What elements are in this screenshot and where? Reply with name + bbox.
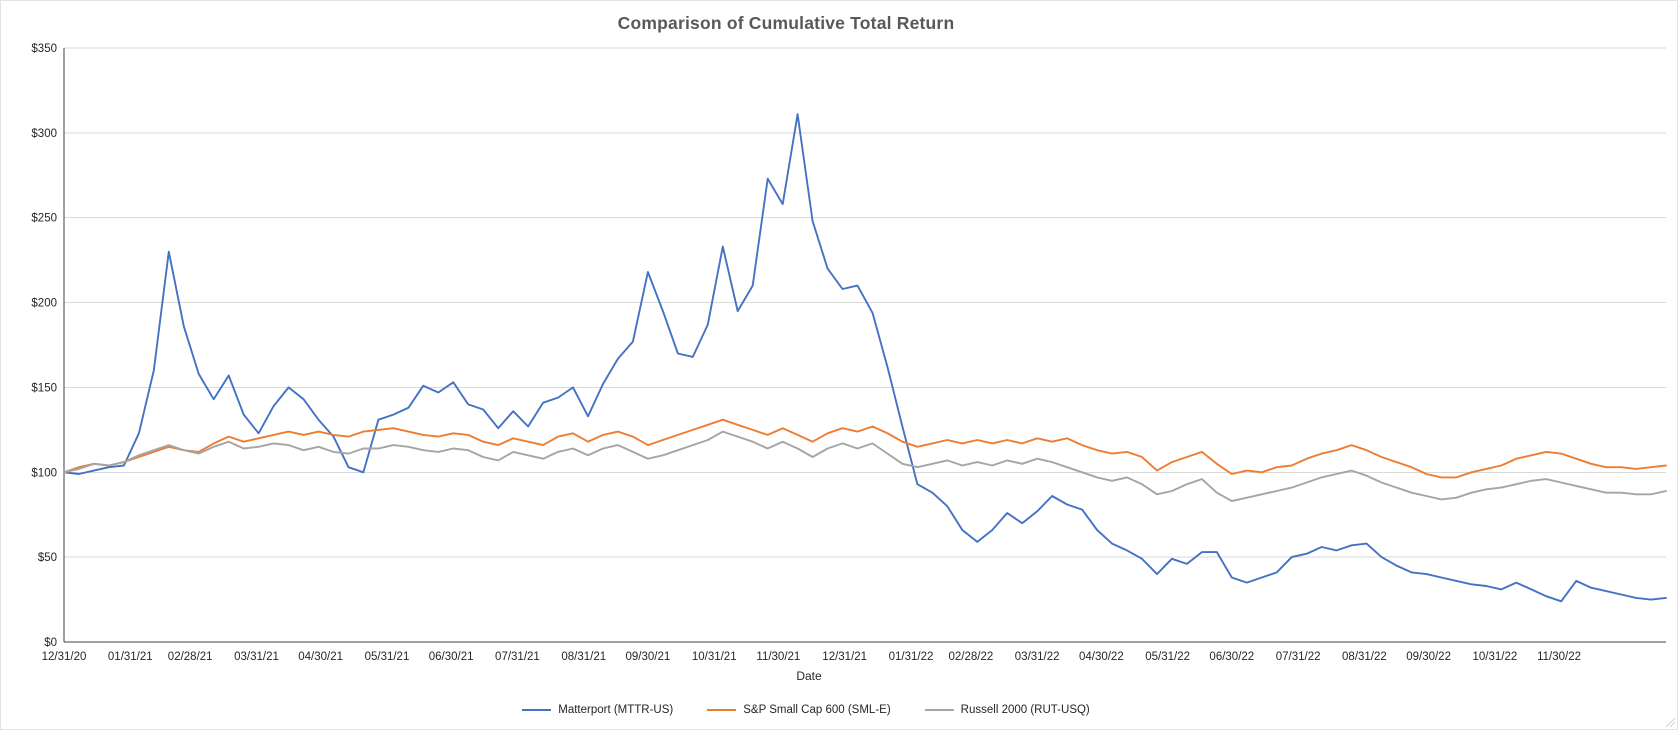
x-axis-tick-label: 09/30/22 xyxy=(1406,651,1451,663)
axes xyxy=(63,48,1666,643)
legend-label: Matterport (MTTR-US) xyxy=(558,704,674,716)
x-axis-tick-label: 02/28/21 xyxy=(168,651,213,663)
x-axis-tick-label: 05/31/21 xyxy=(365,651,410,663)
y-axis-tick-label: $350 xyxy=(31,43,57,55)
legend-item-sp-smallcap-600: S&P Small Cap 600 (SML-E) xyxy=(707,704,891,716)
x-axis-tick-label: 10/31/22 xyxy=(1473,651,1518,663)
x-axis-tick-label: 11/30/21 xyxy=(756,651,800,663)
y-axis-tick-label: $150 xyxy=(31,382,57,394)
legend-item-russell-2000: Russell 2000 (RUT-USQ) xyxy=(924,704,1090,716)
x-axis-tick-label: 10/31/21 xyxy=(692,651,737,663)
x-axis-tick-label: 06/30/21 xyxy=(429,651,474,663)
x-axis-tick-label: 12/31/21 xyxy=(822,651,867,663)
series-lines xyxy=(63,113,1667,603)
y-axis-tick-label: $200 xyxy=(31,298,57,310)
x-axis-tick-label: 11/30/22 xyxy=(1537,651,1581,663)
x-axis-tick-label: 04/30/22 xyxy=(1079,651,1124,663)
y-axis-labels: $0 $50 $100 $150 $200 $250 $300 $350 xyxy=(31,43,57,649)
series-line-2 xyxy=(63,430,1667,503)
x-axis-tick-label: 12/31/20 xyxy=(42,651,87,663)
x-axis-tick-label: 07/31/21 xyxy=(495,651,540,663)
x-axis-tick-label: 03/31/22 xyxy=(1015,651,1060,663)
resize-grip-icon[interactable] xyxy=(1665,717,1675,727)
y-axis-tick-label: $300 xyxy=(31,128,57,140)
x-axis-tick-label: 03/31/21 xyxy=(234,651,279,663)
x-axis-tick-label: 08/31/22 xyxy=(1342,651,1387,663)
legend-label: S&P Small Cap 600 (SML-E) xyxy=(743,704,891,716)
x-axis-tick-label: 06/30/22 xyxy=(1209,651,1254,663)
legend-label: Russell 2000 (RUT-USQ) xyxy=(960,704,1090,716)
y-axis-tick-label: $250 xyxy=(31,213,57,225)
x-axis-labels: 12/31/20 01/31/21 02/28/21 03/31/21 04/30/21… xyxy=(42,651,1581,663)
series-line-0 xyxy=(63,113,1667,603)
x-axis-title: Date xyxy=(796,669,822,683)
x-axis-tick-label: 05/31/22 xyxy=(1145,651,1190,663)
chart-title: Comparison of Cumulative Total Return xyxy=(617,13,955,33)
x-axis-tick-label: 01/31/21 xyxy=(108,651,153,663)
legend-line-swatch xyxy=(707,709,737,711)
x-axis-tick-label: 07/31/22 xyxy=(1276,651,1321,663)
x-axis-tick-label: 01/31/22 xyxy=(889,651,934,663)
y-axis-tick-label: $100 xyxy=(31,467,57,479)
legend-line-swatch xyxy=(924,709,954,711)
x-axis-tick-label: 02/28/22 xyxy=(948,651,993,663)
y-axis-tick-label: $50 xyxy=(38,552,57,564)
x-axis-tick-label: 09/30/21 xyxy=(626,651,671,663)
gridlines xyxy=(64,47,1666,558)
legend-item-matterport: Matterport (MTTR-US) xyxy=(522,704,673,716)
x-axis-tick-label: 08/31/21 xyxy=(561,651,606,663)
y-axis-tick-label: $0 xyxy=(44,637,57,649)
series-line-1 xyxy=(63,418,1667,479)
legend-line-swatch xyxy=(522,709,552,711)
legend: Matterport (MTTR-US) S&P Small Cap 600 (… xyxy=(1,704,1611,716)
x-axis-tick-label: 04/30/21 xyxy=(298,651,343,663)
